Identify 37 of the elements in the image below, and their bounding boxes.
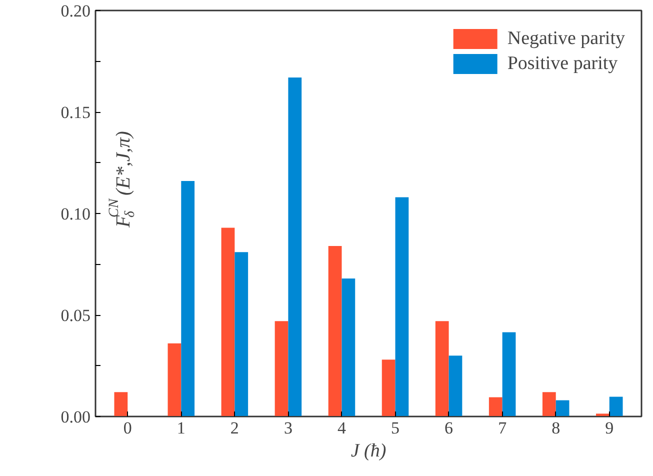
y-tick-label: 0.15 xyxy=(60,103,90,122)
bar xyxy=(168,343,182,416)
x-tick-label: 1 xyxy=(176,418,186,438)
x-axis-title: J (ħ) xyxy=(350,440,386,462)
bar xyxy=(448,356,462,416)
bar xyxy=(609,396,623,416)
bar xyxy=(488,397,502,416)
bar xyxy=(181,181,195,416)
bar xyxy=(342,278,356,416)
x-tick-label: 3 xyxy=(284,418,292,438)
bar xyxy=(221,228,235,416)
x-tick-label: 5 xyxy=(391,418,400,438)
bar xyxy=(382,360,396,416)
x-tick-label: 8 xyxy=(552,418,560,438)
legend-label: Positive parity xyxy=(507,52,618,74)
y-tick-label: 0.05 xyxy=(60,306,90,325)
legend-label: Negative parity xyxy=(507,28,625,50)
x-tick-label: 9 xyxy=(605,418,614,438)
bar xyxy=(542,392,556,416)
x-tick-label: 7 xyxy=(498,418,508,438)
bar xyxy=(288,77,302,416)
y-tick-label: 0.00 xyxy=(60,408,90,426)
x-tick-label: 6 xyxy=(444,418,454,438)
y-axis-title: FδCN (E*,J,π) xyxy=(107,130,138,228)
y-tick-label: 0.10 xyxy=(60,204,90,224)
y-tick-label: 0.20 xyxy=(60,2,90,20)
bar xyxy=(502,332,516,416)
bar xyxy=(114,392,128,416)
bar xyxy=(395,197,409,416)
x-tick-label: 4 xyxy=(337,418,346,438)
x-tick-label: 0 xyxy=(123,418,132,438)
x-tick-label: 2 xyxy=(230,418,239,438)
bar xyxy=(556,400,570,416)
bar xyxy=(328,246,342,416)
bar xyxy=(234,252,248,416)
bar xyxy=(435,321,449,416)
bar xyxy=(274,321,288,416)
